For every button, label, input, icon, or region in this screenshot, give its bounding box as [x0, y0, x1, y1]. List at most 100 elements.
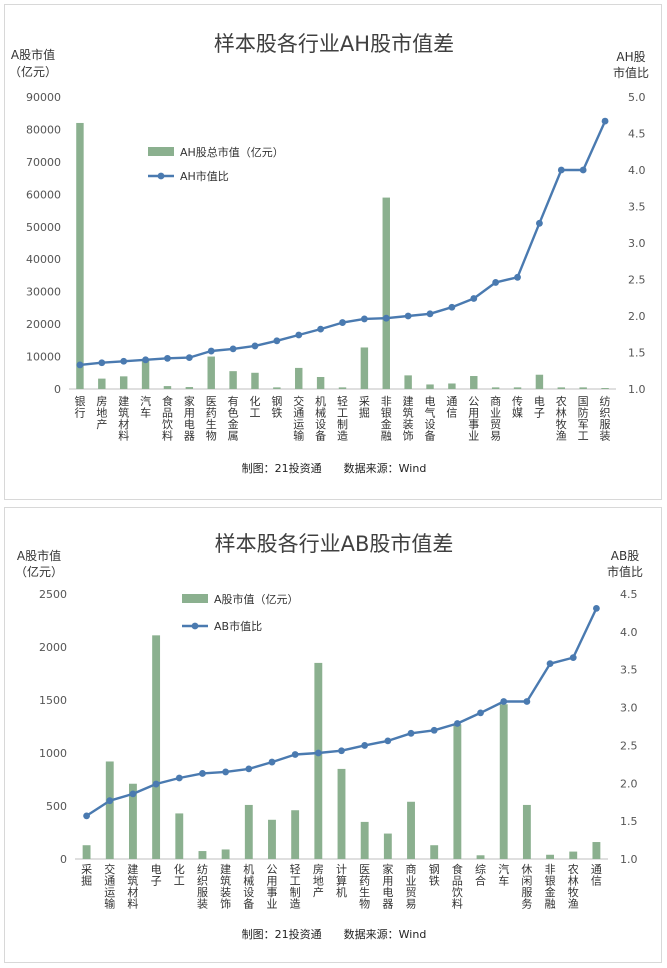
category-label: 国防军工 — [578, 395, 589, 443]
ratio-point-12 — [317, 325, 325, 333]
category-label: 非银金融 — [545, 863, 556, 911]
ratio-point-19 — [470, 295, 478, 302]
ratio-point-21 — [514, 273, 521, 281]
category-label: 公用事业 — [468, 395, 479, 443]
category-label: 有色金属 — [228, 394, 239, 443]
bar-5 — [163, 386, 172, 389]
category-label: 房地产 — [96, 395, 107, 431]
bar-15 — [407, 801, 415, 859]
bar-18 — [448, 383, 456, 389]
bar-10 — [273, 387, 281, 389]
ratio-point-16 — [404, 312, 412, 320]
bar-22 — [535, 374, 544, 389]
bar-25 — [601, 388, 609, 389]
category-label: 汽车 — [498, 862, 509, 888]
y-right-tick-label: 1.5 — [628, 347, 646, 360]
ratio-point-5 — [175, 774, 183, 782]
category-label: 纺织服装 — [197, 862, 208, 911]
bar-21 — [513, 387, 522, 389]
bar-20 — [522, 804, 531, 859]
bar-1 — [82, 845, 91, 859]
y-right-tick-label: 1.0 — [628, 383, 646, 396]
bar-7 — [207, 356, 215, 389]
ratio-point-6 — [185, 354, 193, 362]
ratio-point-7 — [222, 768, 230, 776]
category-label: 食品饮料 — [452, 862, 463, 911]
legend-line-marker — [157, 172, 165, 180]
ratio-point-5 — [164, 354, 171, 362]
bar-19 — [470, 376, 478, 389]
ratio-point-11 — [295, 331, 303, 339]
y-left-tick-label: 2000 — [39, 641, 67, 654]
y-left-tick-label: 2500 — [39, 588, 67, 601]
y-left-tick-label: 10000 — [26, 351, 61, 364]
ratio-point-18 — [477, 709, 484, 717]
ratio-point-2 — [98, 359, 106, 367]
y-right-tick-label: 2.0 — [620, 777, 638, 790]
right-axis-label: AH股 — [616, 50, 645, 64]
y-right-tick-label: 2.0 — [628, 310, 646, 323]
bar-10 — [291, 810, 300, 859]
category-label: 食品饮料 — [162, 394, 173, 443]
category-label: 家用电器 — [382, 862, 393, 911]
y-right-tick-label: 4.0 — [620, 626, 638, 639]
ratio-point-15 — [382, 314, 390, 322]
legend-bar-label: AH股总市值（亿元） — [180, 145, 284, 159]
category-label: 计算机 — [336, 863, 347, 899]
bar-11 — [314, 662, 323, 859]
bar-5 — [175, 813, 184, 859]
y-left-tick-label: 40000 — [26, 253, 61, 266]
left-axis-label: （亿元） — [9, 64, 57, 79]
legend-bar-swatch — [148, 147, 174, 156]
bar-6 — [198, 851, 207, 859]
category-label: 纺织服装 — [600, 394, 611, 443]
ratio-point-20 — [492, 279, 500, 286]
y-left-tick-label: 50000 — [26, 221, 61, 234]
right-axis-label: 市值比 — [613, 65, 649, 80]
category-label: 采掘 — [81, 863, 92, 888]
ratio-point-8 — [229, 345, 237, 353]
bar-13 — [360, 821, 369, 859]
bar-1 — [76, 122, 84, 389]
ratio-point-10 — [291, 751, 299, 758]
source-note: 制图：21投资通 数据来源：Wind — [242, 461, 427, 475]
ratio-point-13 — [339, 319, 346, 326]
y-right-tick-label: 5.0 — [628, 91, 646, 104]
category-label: 商业贸易 — [490, 394, 501, 443]
bar-17 — [426, 384, 434, 389]
bar-6 — [185, 387, 194, 389]
left-axis-label: A股市值 — [17, 548, 61, 563]
bar-8 — [244, 804, 253, 859]
ratio-point-20 — [523, 698, 531, 705]
ratio-point-23 — [593, 604, 600, 612]
ratio-point-24 — [579, 166, 587, 174]
category-label: 电子 — [151, 863, 162, 888]
y-right-tick-label: 1.0 — [620, 853, 638, 866]
bar-22 — [569, 851, 578, 859]
category-label: 汽车 — [140, 394, 151, 420]
y-right-tick-label: 2.5 — [620, 739, 638, 752]
ratio-point-25 — [601, 117, 609, 125]
bar-11 — [295, 367, 303, 389]
category-label: 建筑装饰 — [403, 394, 414, 443]
category-label: 商业贸易 — [406, 862, 417, 911]
ratio-point-1 — [83, 812, 90, 820]
bar-23 — [592, 842, 601, 859]
category-label: 化工 — [249, 394, 260, 420]
y-left-tick-label: 90000 — [26, 91, 61, 104]
category-label: 建筑材料 — [127, 862, 138, 911]
category-label: 农林牧渔 — [568, 862, 579, 911]
ratio-point-22 — [536, 219, 543, 227]
legend-line-label: AH市值比 — [180, 169, 229, 183]
category-label: 建筑装饰 — [220, 862, 231, 911]
ab-chart-panel: 样本股各行业AB股市值差 A股市值 （亿元） AB股 市值比 0 500 1000 1500 20… — [4, 507, 662, 963]
ratio-point-9 — [268, 758, 276, 766]
y-right-tick-label: 4.5 — [620, 588, 638, 601]
left-axis-label: （亿元） — [15, 564, 63, 579]
bar-14 — [383, 833, 392, 859]
category-label: 建筑材料 — [118, 394, 129, 443]
category-label: 传媒 — [512, 395, 523, 420]
ratio-point-7 — [207, 347, 215, 355]
ratio-line — [79, 120, 607, 367]
ratio-point-11 — [314, 749, 322, 757]
